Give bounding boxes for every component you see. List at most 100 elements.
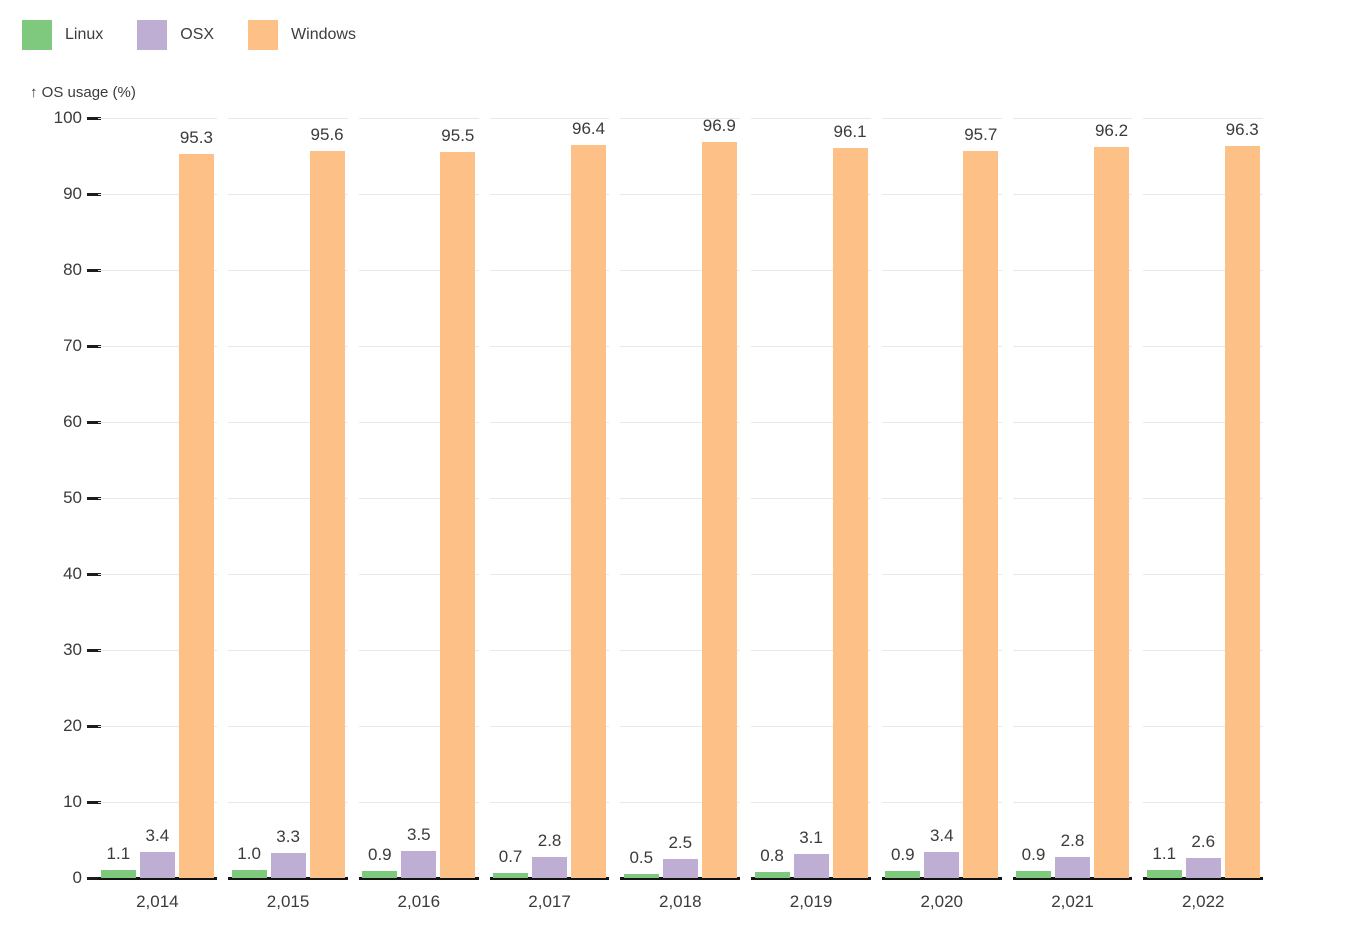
bar-osx-2017 (532, 856, 568, 878)
bar-windows-2015 (309, 151, 345, 878)
y-tick-mark (87, 496, 101, 500)
gridline (751, 194, 871, 195)
gridline (358, 498, 479, 499)
gridline (1012, 802, 1133, 803)
bar-value-label: 95.5 (441, 126, 475, 146)
gridline (1012, 726, 1133, 727)
bar-value-label: 95.3 (179, 127, 213, 147)
gridline (881, 346, 1002, 347)
gridline (620, 194, 741, 195)
x-axis-baseline (881, 876, 1002, 880)
x-tick-label: 2,019 (789, 892, 833, 911)
y-tick-label: 60 (63, 412, 82, 431)
gridline (358, 422, 479, 423)
gridline (358, 574, 479, 575)
gridline (489, 726, 610, 727)
gridline (1012, 422, 1133, 423)
gridline (751, 574, 871, 575)
x-axis-baseline (620, 876, 741, 880)
bar-linux-2021 (1016, 871, 1051, 878)
bar-value-label: 2.8 (537, 830, 562, 850)
x-tick-label: 2,015 (266, 892, 310, 911)
y-axis-title: ↑ OS usage (%) (30, 84, 136, 101)
x-tick-label: 2,016 (397, 892, 441, 911)
x-tick-label: 2,017 (528, 892, 571, 911)
bar-value-label: 95.7 (964, 124, 998, 144)
y-tick-mark (87, 344, 101, 348)
legend-item-osx: OSX (137, 20, 214, 50)
y-tick-label: 90 (63, 184, 82, 203)
y-tick-mark (87, 572, 101, 576)
bar-linux-2019 (754, 871, 790, 878)
gridline (1012, 270, 1133, 271)
bar-windows-2022 (1224, 146, 1260, 878)
gridline (489, 574, 610, 575)
gridline (751, 650, 871, 651)
y-tick-label: 0 (72, 868, 82, 887)
gridline (620, 802, 741, 803)
gridline (358, 194, 479, 195)
gridline (620, 498, 741, 499)
bar-windows-2021 (1094, 146, 1129, 878)
bar-value-label: 1.0 (237, 844, 261, 864)
bar-value-label: 96.2 (1094, 120, 1129, 140)
y-tick-label: 20 (63, 716, 82, 735)
bar-value-label: 2.6 (1191, 832, 1216, 852)
y-tick-mark (87, 724, 101, 728)
y-tick-label: 40 (63, 564, 82, 583)
x-axis-baseline (751, 876, 871, 880)
gridline (1143, 346, 1264, 347)
gridline (97, 498, 218, 499)
bar-value-label: 2.8 (1060, 830, 1085, 850)
legend-swatch-osx-icon (137, 20, 168, 50)
gridline (620, 422, 741, 423)
bar-value-label: 3.4 (929, 826, 954, 846)
gridline (489, 498, 610, 499)
x-axis-baseline (489, 876, 610, 880)
gridline (97, 194, 218, 195)
y-tick-mark (87, 420, 101, 424)
bar-linux-2018 (623, 874, 659, 878)
bar-linux-2014 (100, 869, 136, 878)
y-tick-label: 30 (63, 640, 82, 659)
bar-value-label: 0.7 (498, 846, 523, 866)
gridline (620, 650, 741, 651)
gridline (881, 802, 1002, 803)
x-axis-baseline (97, 876, 218, 880)
bar-linux-2016 (362, 871, 398, 878)
gridline (881, 194, 1002, 195)
bar-windows-2014 (178, 153, 214, 878)
gridline (751, 802, 871, 803)
gridline (1143, 574, 1264, 575)
gridline (228, 650, 348, 651)
gridline (751, 270, 871, 271)
bar-value-label: 96.4 (572, 119, 606, 139)
gridline (489, 194, 610, 195)
bar-value-label: 3.5 (407, 825, 431, 845)
gridline (1143, 194, 1264, 195)
gridline (1012, 574, 1133, 575)
bar-osx-2019 (793, 854, 829, 878)
gridline (1012, 194, 1133, 195)
gridline (1143, 726, 1264, 727)
bar-windows-2018 (701, 141, 737, 878)
bar-value-label: 2.5 (668, 833, 693, 852)
gridline (358, 650, 479, 651)
x-axis-baseline (1012, 876, 1133, 880)
x-tick-label: 2,014 (136, 892, 179, 911)
bar-linux-2017 (493, 872, 529, 878)
legend-swatch-linux-icon (22, 20, 52, 50)
y-tick-label: 50 (63, 488, 82, 507)
bar-value-label: 96.3 (1225, 120, 1259, 140)
gridline (228, 422, 348, 423)
y-tick-label: 80 (63, 260, 82, 279)
gridline (228, 270, 348, 271)
gridline (97, 574, 218, 575)
y-tick-mark (87, 192, 101, 196)
gridline (228, 802, 348, 803)
x-axis-baseline (228, 876, 348, 880)
bar-linux-2015 (231, 870, 267, 878)
y-tick-label: 70 (63, 336, 82, 355)
gridline (751, 498, 871, 499)
